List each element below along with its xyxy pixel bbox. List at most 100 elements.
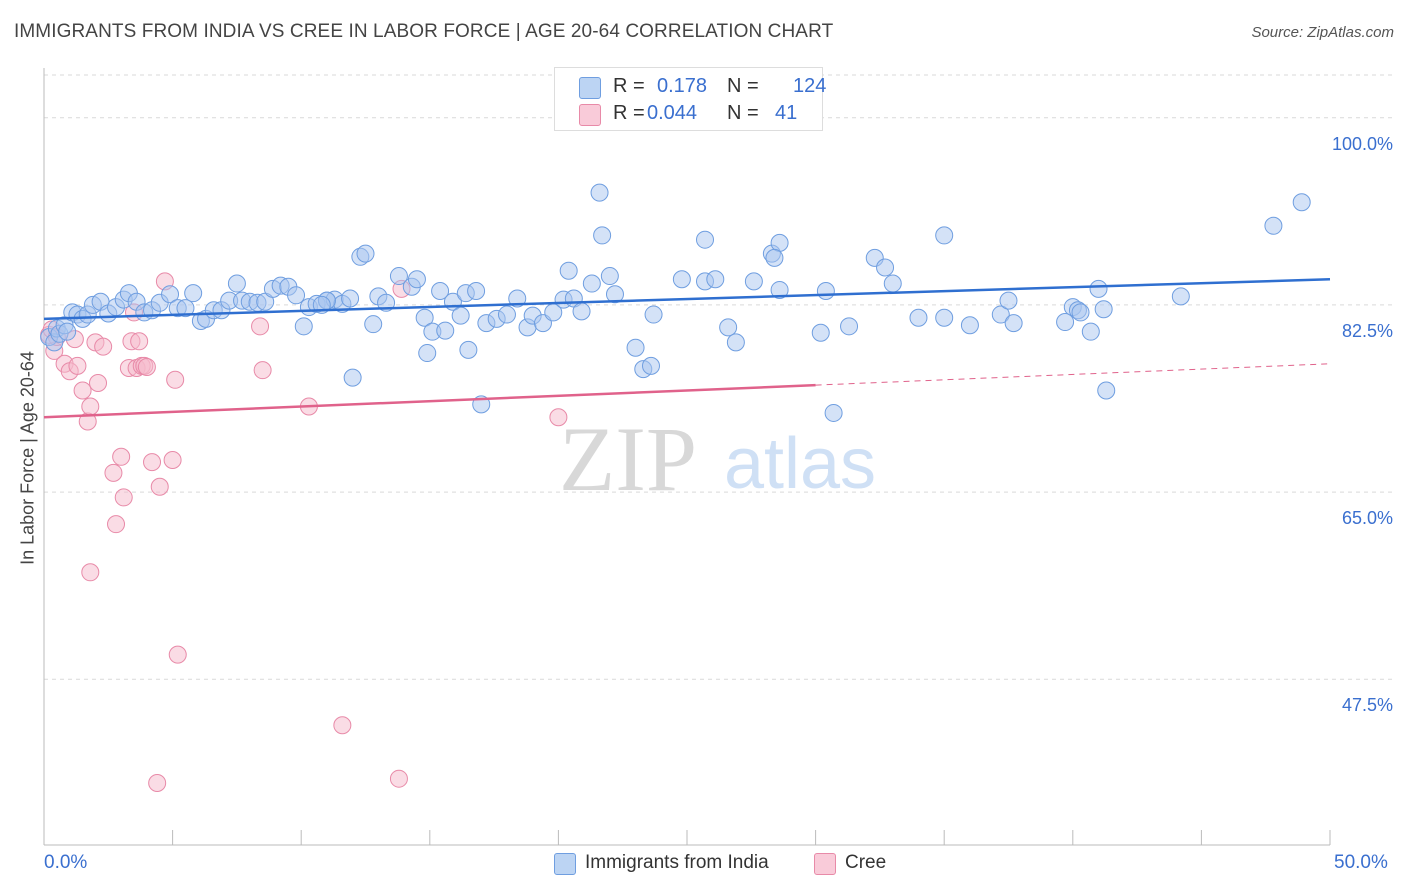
source-label: Source: ZipAtlas.com <box>1251 24 1394 41</box>
india-point <box>909 308 928 327</box>
cree-point <box>94 337 113 356</box>
india-point <box>1056 313 1075 332</box>
india-r-value: 0.178 <box>657 75 708 97</box>
india-point <box>935 226 954 245</box>
india-point <box>935 308 954 327</box>
india-point <box>343 368 362 387</box>
watermark-atlas: atlas <box>724 424 876 504</box>
india-point <box>415 308 434 327</box>
x-tick-label-min: 0.0% <box>44 852 88 873</box>
cree-point <box>112 447 131 466</box>
india-point <box>960 316 979 335</box>
india-point <box>341 289 360 308</box>
cree-point <box>166 370 185 389</box>
india-swatch <box>579 77 601 99</box>
india-point <box>719 318 738 337</box>
cree-point <box>68 356 87 375</box>
india-point <box>161 285 180 304</box>
cree-point <box>73 381 92 400</box>
india-point <box>696 230 715 249</box>
india-point <box>811 323 830 342</box>
y-tick-label: 47.5% <box>1342 695 1393 715</box>
watermark-zip: ZIP <box>559 408 697 510</box>
cree-point <box>137 357 156 376</box>
gridlines <box>44 74 1392 680</box>
india-point <box>294 317 313 336</box>
india-point <box>451 306 470 325</box>
cree-trend-line-extension <box>815 363 1331 386</box>
cree-point <box>104 463 123 482</box>
cree-point <box>148 773 167 792</box>
cree-swatch <box>579 104 601 126</box>
y-tick-labels: 47.5% 65.0% 82.5% 100.0% <box>1332 134 1393 715</box>
india-point <box>644 305 663 324</box>
india-r-label: R = <box>613 75 645 97</box>
india-point <box>227 274 246 293</box>
india-point <box>176 299 195 318</box>
cree-legend-swatch <box>814 853 836 875</box>
cree-point <box>389 769 408 788</box>
cree-points <box>40 272 568 792</box>
cree-point <box>81 563 100 582</box>
india-point <box>1089 279 1108 298</box>
cree-point <box>143 453 162 472</box>
stats-legend: R = 0.178 N = 124 R = 0.044 N = 41 <box>554 67 827 131</box>
cree-point <box>81 397 100 416</box>
cree-r-label: R = <box>613 102 645 124</box>
india-point <box>605 285 624 304</box>
cree-n-label: N = <box>727 102 759 124</box>
india-point <box>770 280 789 299</box>
cree-point <box>163 451 182 469</box>
india-point <box>467 282 486 301</box>
india-point <box>600 267 619 286</box>
india-n-value: 124 <box>793 75 827 97</box>
india-point <box>744 272 763 291</box>
india-point <box>436 321 455 340</box>
cree-point <box>150 477 169 496</box>
cree-point <box>168 645 187 664</box>
india-point <box>726 333 745 352</box>
india-point <box>593 226 612 245</box>
cree-trend-line <box>43 383 816 419</box>
india-point <box>582 274 601 293</box>
india-point <box>287 286 306 305</box>
india-point <box>497 305 516 324</box>
cree-point <box>130 332 149 351</box>
india-point <box>58 322 77 341</box>
india-point <box>572 302 591 321</box>
y-tick-label: 65.0% <box>1342 508 1393 528</box>
cree-point <box>253 361 272 380</box>
cree-point <box>549 408 568 427</box>
y-tick-label: 100.0% <box>1332 134 1393 154</box>
india-point <box>672 270 691 289</box>
india-point <box>559 261 578 280</box>
cree-point <box>333 716 352 735</box>
india-point <box>824 403 843 422</box>
y-tick-label: 82.5% <box>1342 321 1393 341</box>
india-point <box>1071 303 1090 322</box>
cree-legend-label: Cree <box>845 852 887 873</box>
cree-r-value: 0.044 <box>647 102 698 124</box>
india-point <box>364 315 383 334</box>
india-point <box>770 233 789 252</box>
india-point <box>876 258 895 277</box>
india-point <box>431 282 450 301</box>
india-point <box>1081 322 1100 341</box>
india-point <box>1097 381 1116 400</box>
india-point <box>459 340 478 359</box>
india-point <box>590 183 609 202</box>
india-point <box>641 356 660 375</box>
cree-n-value: 41 <box>775 102 798 124</box>
cree-point <box>114 488 133 507</box>
india-point <box>1171 287 1190 306</box>
india-point <box>1004 314 1023 333</box>
india-point <box>840 317 859 336</box>
axes <box>43 68 1331 846</box>
india-legend-label: Immigrants from India <box>585 852 769 873</box>
chart-title: IMMIGRANTS FROM INDIA VS CREE IN LABOR F… <box>14 21 834 42</box>
cree-point <box>251 317 270 336</box>
india-point <box>418 344 437 363</box>
india-point <box>1094 300 1113 319</box>
cree-point <box>89 374 108 392</box>
